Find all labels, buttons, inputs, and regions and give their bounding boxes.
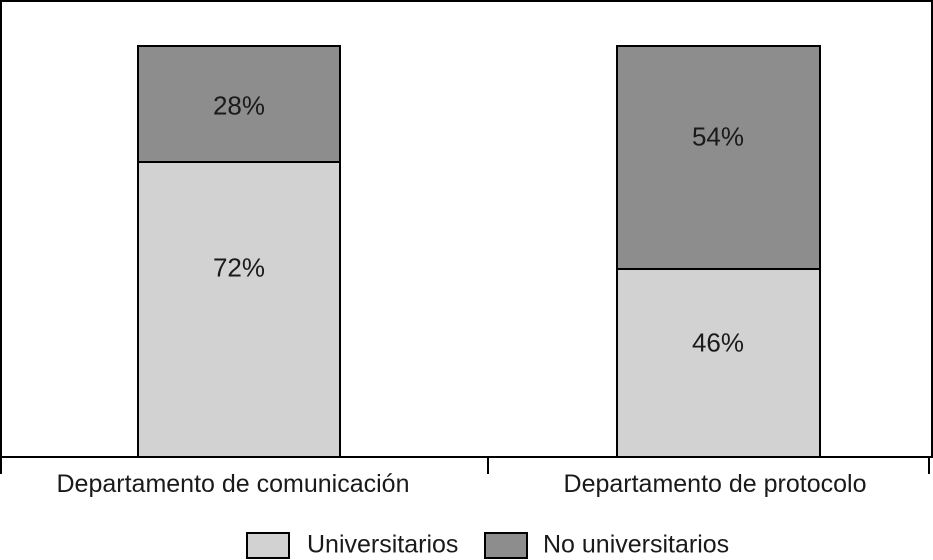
value-label-universitarios-protocolo: 46% (691, 327, 745, 358)
category-label-protocolo: Departamento de protocolo (563, 470, 867, 498)
value-label-no-universitarios-comunicacion: 28% (212, 90, 266, 121)
segment-universitarios-protocolo (616, 268, 821, 458)
axis-tick-middle (487, 458, 489, 474)
bar-departamento-protocolo (616, 45, 821, 458)
category-label-comunicacion: Departamento de comunicación (56, 470, 410, 498)
legend-label-no-universitarios: No universitarios (543, 530, 730, 559)
segment-no-universitarios-protocolo (616, 45, 821, 268)
axis-tick-right (928, 458, 930, 474)
segment-no-universitarios-comunicacion (137, 45, 341, 161)
segment-universitarios-comunicacion (137, 161, 341, 458)
value-label-universitarios-comunicacion: 72% (212, 252, 266, 283)
legend-swatch-universitarios (246, 532, 290, 559)
axis-tick-left (0, 458, 2, 474)
bar-departamento-comunicacion (137, 45, 341, 458)
legend-swatch-no-universitarios (484, 532, 528, 559)
value-label-no-universitarios-protocolo: 54% (691, 121, 745, 152)
legend-label-universitarios: Universitarios (307, 530, 459, 559)
